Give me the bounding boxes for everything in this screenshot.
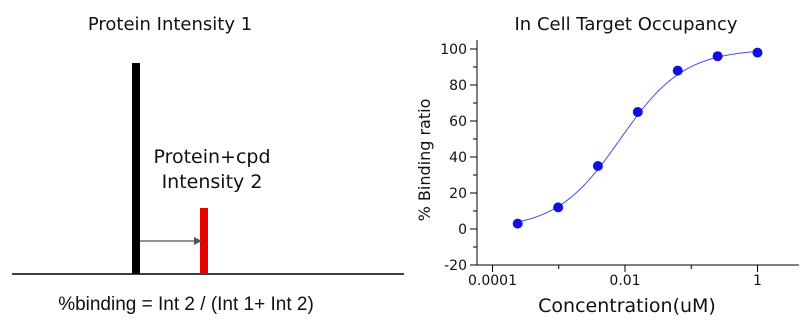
y-tick-label: 0 <box>458 222 467 238</box>
data-points <box>512 47 763 229</box>
occupancy-chart: In Cell Target Occupancy % Binding ratio… <box>415 14 799 317</box>
protein-intensity-1-bar <box>132 63 140 274</box>
x-tick-label: 0.0001 <box>468 273 517 289</box>
y-tick-label: 20 <box>449 186 467 202</box>
y-tick-label: 80 <box>449 78 467 94</box>
y-tick-label: 100 <box>440 42 467 58</box>
schematic-title: Protein Intensity 1 <box>88 14 252 35</box>
binding-formula: %binding = Int 2 / (Int 1+ Int 2) <box>58 294 314 315</box>
data-point <box>752 47 763 58</box>
data-point <box>592 161 603 171</box>
x-axis-label: Concentration(uM) <box>538 295 716 317</box>
y-tick-label: 60 <box>449 114 467 130</box>
protein-cpd-intensity-2-bar <box>200 208 208 274</box>
y-ticks: -20 0 20 40 60 80 100 <box>440 42 477 274</box>
chart-title: In Cell Target Occupancy <box>515 14 738 35</box>
fit-curve <box>517 50 758 223</box>
data-point <box>712 51 723 62</box>
data-point <box>672 65 683 76</box>
schematic-panel: Protein Intensity 1 Protein+cpd Intensit… <box>12 14 404 315</box>
intensity-2-label: Intensity 2 <box>162 171 263 193</box>
y-tick-label: 40 <box>449 150 467 166</box>
data-point <box>632 107 643 117</box>
x-ticks: 0.0001 0.01 1 <box>468 265 762 289</box>
x-tick-label: 1 <box>753 273 762 289</box>
data-point <box>512 218 523 229</box>
y-axis-label: % Binding ratio <box>415 99 434 222</box>
data-point <box>553 202 564 213</box>
x-tick-label: 0.01 <box>609 273 640 289</box>
y-tick-label: -20 <box>444 258 467 274</box>
protein-cpd-label: Protein+cpd <box>153 146 270 168</box>
shift-arrow-head-icon <box>194 237 202 245</box>
